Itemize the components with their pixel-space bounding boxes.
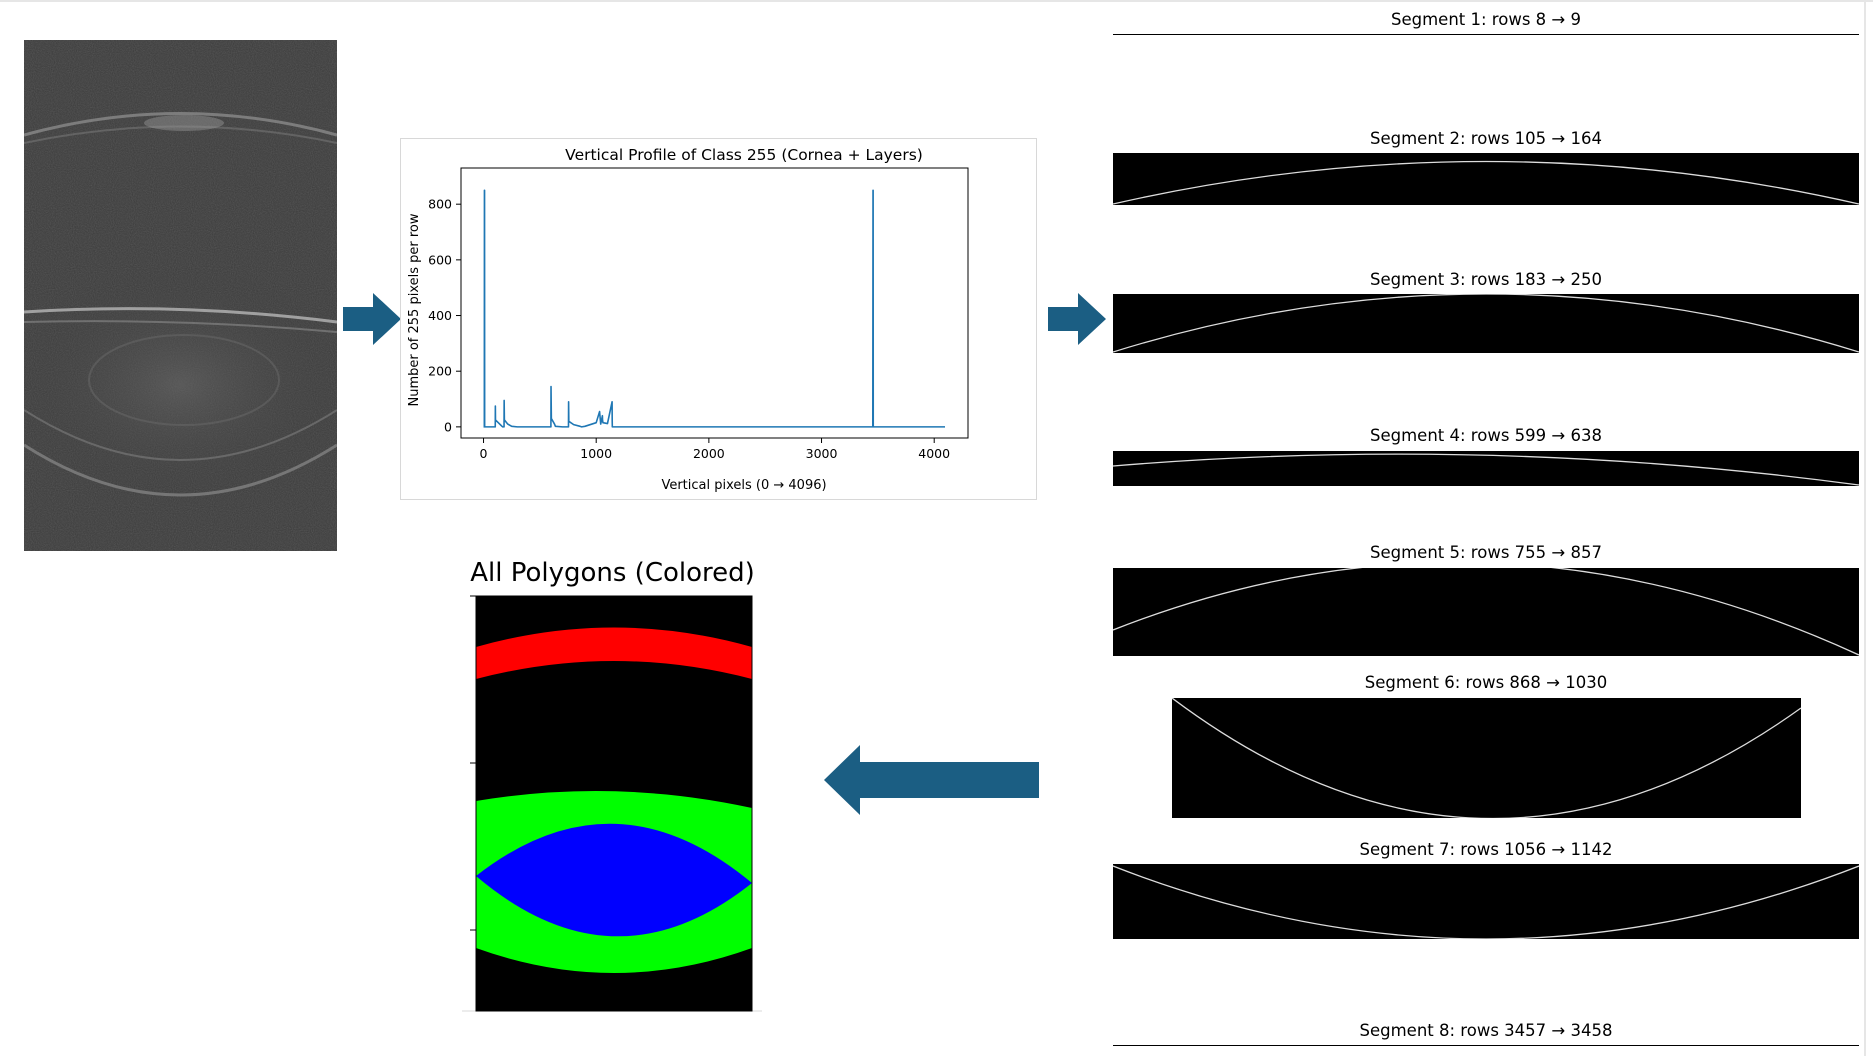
segment-4-image xyxy=(1113,451,1859,486)
segment-title: Segment 6: rows 868 → 1030 xyxy=(1364,673,1608,692)
segment-7-image xyxy=(1113,864,1859,939)
x-tick-label: 0 xyxy=(480,446,488,461)
vertical-profile-chart: Vertical Profile of Class 255 (Cornea + … xyxy=(400,138,1037,500)
polygons-frame xyxy=(475,595,753,1012)
x-tick-label: 3000 xyxy=(806,446,838,461)
segment-3-image xyxy=(1113,294,1859,353)
segment-title: Segment 3: rows 183 → 250 xyxy=(1370,270,1602,289)
figure-right-border xyxy=(1864,0,1866,1056)
y-tick-label: 400 xyxy=(428,308,452,323)
chart-title: Vertical Profile of Class 255 (Cornea + … xyxy=(565,146,923,164)
arrow-shape xyxy=(1048,293,1106,345)
y-tick-label: 200 xyxy=(428,364,452,379)
segment-title: Segment 4: rows 599 → 638 xyxy=(1370,426,1602,445)
oct-scan-image xyxy=(5,40,355,551)
segment-title: Segment 2: rows 105 → 164 xyxy=(1370,129,1602,148)
x-tick-label: 1000 xyxy=(580,446,612,461)
chart-figure-frame xyxy=(400,138,1037,500)
x-tick-label: 4000 xyxy=(918,446,950,461)
y-tick-label: 0 xyxy=(444,419,452,434)
segment-title: Segment 7: rows 1056 → 1142 xyxy=(1359,840,1613,859)
right-arrow-2 xyxy=(1048,293,1106,345)
arrow-shape xyxy=(824,745,1039,815)
y-tick-label: 800 xyxy=(428,197,452,212)
right-arrow-1 xyxy=(343,293,401,345)
nucleus-polygon xyxy=(476,823,752,937)
segment-6-image xyxy=(1172,698,1801,818)
segment-5-image xyxy=(1113,568,1859,656)
series-line-1 xyxy=(483,189,946,428)
polygons-title: All Polygons (Colored) xyxy=(470,558,755,588)
x-tick-label: 2000 xyxy=(693,446,725,461)
cornea-polygon xyxy=(476,627,752,679)
left-arrow xyxy=(824,745,1039,815)
y-tick-label: 600 xyxy=(428,252,452,267)
segment-title: Segment 1: rows 8 → 9 xyxy=(1391,10,1581,29)
plot-area-frame xyxy=(460,167,969,439)
segment-title: Segment 8: rows 3457 → 3458 xyxy=(1359,1021,1613,1040)
segment-title: Segment 5: rows 755 → 857 xyxy=(1370,543,1602,562)
chart-x-axis-label: Vertical pixels (0 → 4096) xyxy=(661,478,826,493)
chart-y-axis-label: Number of 255 pixels per row xyxy=(407,213,422,406)
figure-top-border xyxy=(0,0,1873,2)
polygons-figure xyxy=(462,593,762,1013)
segment-1-strip xyxy=(1113,34,1859,35)
segment-2-image xyxy=(1113,153,1859,205)
arrow-shape xyxy=(343,293,401,345)
segment-8-strip xyxy=(1113,1045,1859,1046)
